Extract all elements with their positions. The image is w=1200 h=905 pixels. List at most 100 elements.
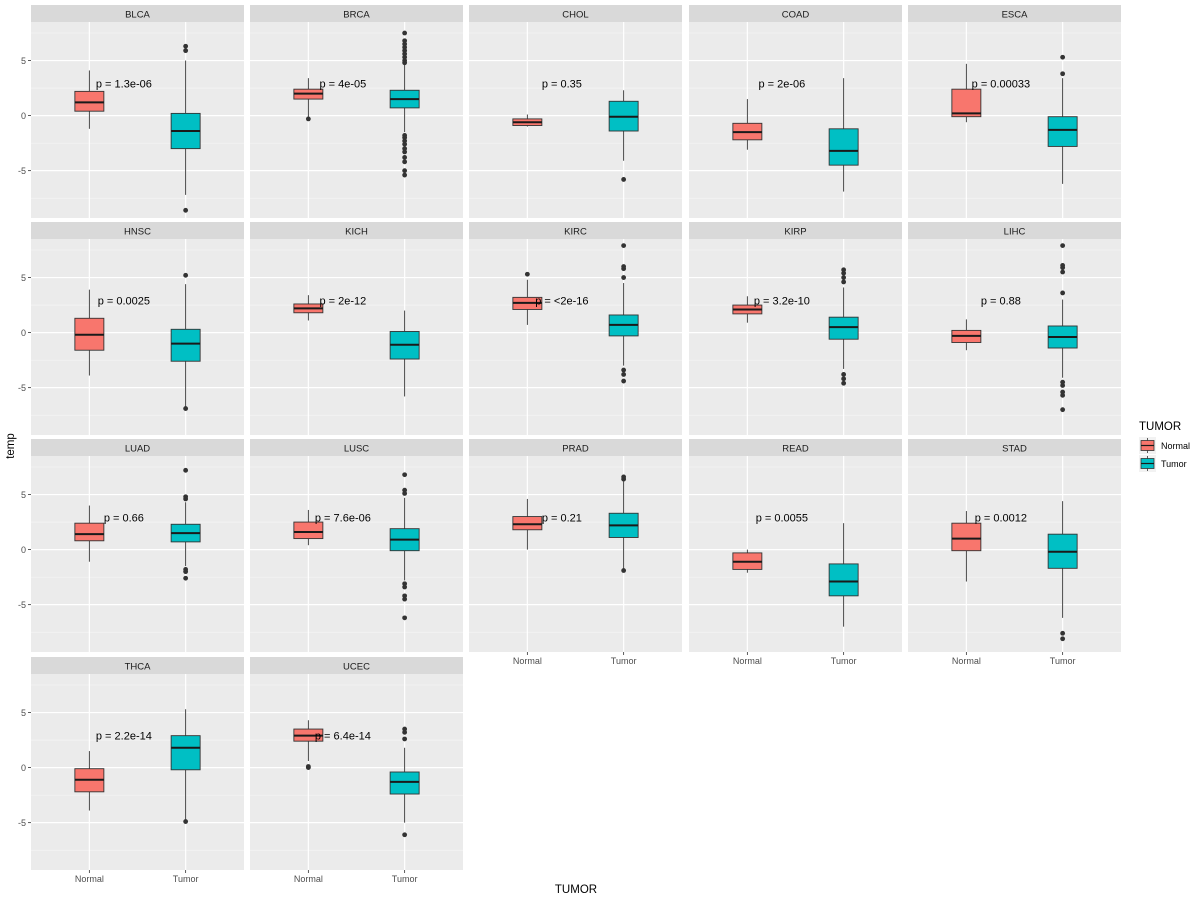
panel-luad: LUAD p = 0.66 -5 0 5 xyxy=(18,439,244,652)
outlier-point xyxy=(1060,269,1066,275)
y-tick-label: 0 xyxy=(21,545,26,555)
x-tick-label: Tumor xyxy=(173,874,199,884)
p-value-label: p = 1.3e-06 xyxy=(96,79,152,91)
outlier-point xyxy=(1060,71,1066,77)
outlier-point xyxy=(402,472,408,478)
p-value-label: p = 3.2e-10 xyxy=(754,296,810,308)
box-iqr xyxy=(170,328,201,362)
panel-title: COAD xyxy=(782,10,810,21)
outlier-point xyxy=(402,41,408,47)
panel-strip xyxy=(689,439,902,456)
outlier-point xyxy=(1060,630,1066,636)
panel-strip xyxy=(31,657,244,674)
outlier-point xyxy=(621,367,627,373)
outlier-point xyxy=(841,270,847,276)
box-tumor xyxy=(828,523,859,627)
panel-title: KIRP xyxy=(784,227,806,238)
y-tick-label: -5 xyxy=(18,818,26,828)
outlier-point xyxy=(841,279,847,285)
box-tumor xyxy=(1047,54,1078,184)
p-value-label: p = 2.2e-14 xyxy=(96,731,152,743)
outlier-point xyxy=(621,568,627,573)
x-tick-label: Normal xyxy=(952,656,981,666)
panel-background xyxy=(31,456,244,652)
panel-title: LUSC xyxy=(344,444,369,455)
p-value-label: p = 0.66 xyxy=(104,513,144,525)
panel-read: READ p = 0.0055 Normal Tumor xyxy=(689,439,902,666)
legend-key-normal: Normal xyxy=(1139,437,1190,454)
panel-strip xyxy=(31,439,244,456)
x-tick-label: Tumor xyxy=(611,656,637,666)
box-normal xyxy=(951,511,982,582)
box-tumor xyxy=(1047,243,1078,413)
legend-label: Tumor xyxy=(1161,459,1187,469)
panel-background xyxy=(469,22,682,218)
outlier-point xyxy=(183,569,189,575)
box-tumor xyxy=(389,726,420,838)
panel-title: HNSC xyxy=(124,227,151,238)
x-tick-label: Tumor xyxy=(392,874,418,884)
outlier-point xyxy=(621,372,627,377)
panel-strip xyxy=(250,5,463,22)
outlier-point xyxy=(402,487,408,493)
outlier-point xyxy=(183,43,189,49)
y-tick-label: -5 xyxy=(18,166,26,176)
y-tick-label: 0 xyxy=(21,763,26,773)
panel-blca: BLCA p = 1.3e-06 -5 0 5 xyxy=(18,5,244,218)
outlier-point xyxy=(1060,389,1066,395)
box-normal xyxy=(732,99,763,150)
panel-strip xyxy=(31,5,244,22)
p-value-label: p = 0.00033 xyxy=(972,79,1030,91)
outlier-point xyxy=(621,243,627,249)
box-normal xyxy=(512,498,543,550)
panel-title: LIHC xyxy=(1004,227,1026,238)
panel-title: KIRC xyxy=(564,227,587,238)
box-iqr xyxy=(1047,116,1078,147)
x-tick-label: Normal xyxy=(733,656,762,666)
panel-strip xyxy=(469,222,682,239)
panel-strip xyxy=(908,439,1121,456)
outlier-point xyxy=(305,116,311,122)
outlier-point xyxy=(1060,290,1066,296)
box-normal xyxy=(293,78,324,122)
box-iqr xyxy=(293,521,324,540)
outlier-point xyxy=(183,819,189,824)
outlier-point xyxy=(402,596,408,602)
outlier-point xyxy=(841,380,847,386)
p-value-label: p = 2e-12 xyxy=(319,296,366,308)
outlier-point xyxy=(1060,243,1066,249)
p-value-label: p = 4e-05 xyxy=(319,79,366,91)
outlier-point xyxy=(1060,263,1066,268)
panel-title: KICH xyxy=(345,227,368,238)
panel-title: PRAD xyxy=(562,444,589,455)
p-value-label: p = 2e-06 xyxy=(758,79,805,91)
panel-kich: KICH p = 2e-12 xyxy=(250,222,463,435)
outlier-point xyxy=(1060,392,1066,398)
outlier-point xyxy=(621,275,627,280)
panel-background xyxy=(469,456,682,652)
panel-strip xyxy=(250,439,463,456)
x-tick-label: Tumor xyxy=(831,656,857,666)
box-tumor xyxy=(389,472,420,621)
panel-strip xyxy=(31,222,244,239)
outlier-point xyxy=(1060,54,1066,60)
legend-key-tumor: Tumor xyxy=(1139,455,1187,472)
panel-ucec: UCEC p = 6.4e-14 Normal Tumor xyxy=(250,657,463,884)
y-tick-label: -5 xyxy=(18,600,26,610)
box-normal xyxy=(512,114,543,127)
box-tumor xyxy=(1047,501,1078,642)
y-tick-label: 5 xyxy=(21,708,26,718)
panel-lusc: LUSC p = 7.6e-06 xyxy=(250,439,463,652)
box-iqr xyxy=(951,88,982,118)
box-tumor xyxy=(828,78,859,192)
outlier-point xyxy=(1060,407,1066,413)
box-iqr xyxy=(512,516,543,531)
outlier-point xyxy=(183,207,189,213)
panel-prad: PRAD p = 0.21 Normal Tumor xyxy=(469,439,682,666)
panel-title: CHOL xyxy=(562,10,588,21)
outlier-point xyxy=(183,494,189,500)
legend-title: TUMOR xyxy=(1139,421,1181,433)
panel-kirp: KIRP p = 3.2e-10 xyxy=(689,222,902,435)
panel-title: LUAD xyxy=(125,444,150,455)
y-tick-label: 5 xyxy=(21,490,26,500)
